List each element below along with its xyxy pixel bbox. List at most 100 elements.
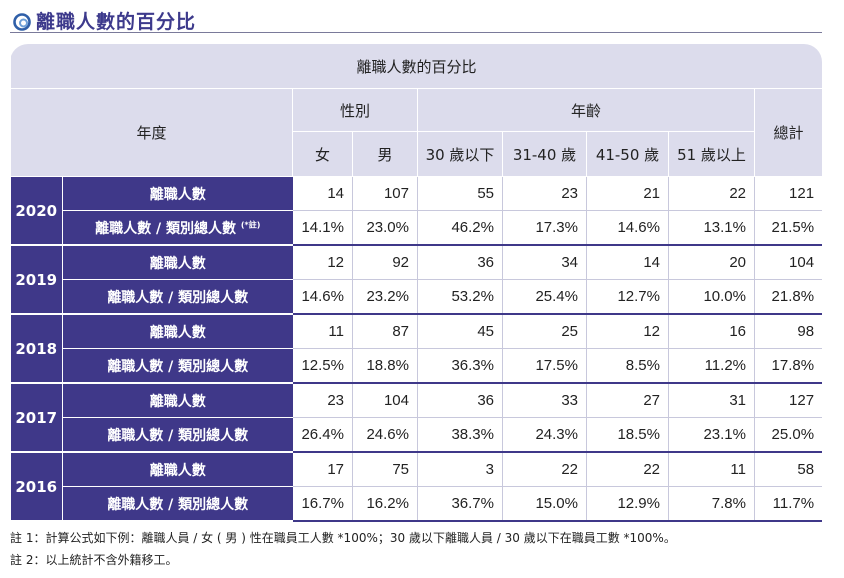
year-cell: 2019 <box>10 245 63 315</box>
page-title: 離職人數的百分比 <box>36 11 197 33</box>
count-cell: 3 <box>417 452 503 487</box>
header-gender: 性別 <box>292 88 418 132</box>
count-cell: 22 <box>668 176 755 211</box>
count-cell: 45 <box>417 314 503 349</box>
count-cell: 33 <box>502 383 587 418</box>
count-cell: 92 <box>352 245 418 280</box>
ratio-cell: 12.9% <box>586 486 669 522</box>
ratio-cell: 24.6% <box>352 417 418 453</box>
count-cell: 17 <box>292 452 353 487</box>
count-cell: 34 <box>502 245 587 280</box>
count-cell: 12 <box>586 314 669 349</box>
header-age: 年齡 <box>417 88 755 132</box>
count-cell: 14 <box>292 176 353 211</box>
ratio-cell: 17.8% <box>754 348 822 384</box>
row-label-ratio: 離職人數 / 類別總人數 <box>62 486 293 522</box>
ratio-cell: 16.7% <box>292 486 353 522</box>
footnotes: 註 1：計算公式如下例：離職人員 / 女 ( 男 ) 性在職員工人數 *100%… <box>10 527 676 571</box>
year-cell: 2017 <box>10 383 63 453</box>
row-label-ratio: 離職人數 / 類別總人數 <box>62 348 293 384</box>
ratio-cell: 10.0% <box>668 279 755 315</box>
table-row: 2017 離職人數 23 104 36 33 27 31 127 <box>10 383 822 453</box>
count-cell: 31 <box>668 383 755 418</box>
table-row: 離職人數 / 類別總人數 16.7% 16.2% 36.7% 15.0% 12.9% 7.8… <box>11 486 822 522</box>
table-caption: 離職人數的百分比 <box>10 44 822 89</box>
ratio-cell: 17.3% <box>502 210 587 246</box>
count-cell: 27 <box>586 383 669 418</box>
count-cell: 127 <box>754 383 822 418</box>
table-row: 2019 離職人數 12 92 36 34 14 20 104 <box>10 245 822 315</box>
row-label-ratio: 離職人數 / 類別總人數 <box>62 417 293 453</box>
table-row: 離職人數 / 類別總人數 26.4% 24.6% 38.3% 24.3% 18.5% 23.… <box>11 417 822 453</box>
section-heading: 離職人數的百分比 <box>10 4 822 33</box>
ratio-cell: 23.0% <box>352 210 418 246</box>
footnote-2: 註 2：以上統計不含外籍移工。 <box>10 553 178 567</box>
count-cell: 16 <box>668 314 755 349</box>
row-label-count: 離職人數 <box>62 383 293 418</box>
year-cell: 2020 <box>10 176 63 246</box>
ratio-cell: 12.5% <box>292 348 353 384</box>
ratio-cell: 14.6% <box>586 210 669 246</box>
ratio-cell: 53.2% <box>417 279 503 315</box>
count-cell: 21 <box>586 176 669 211</box>
header-age-31-40: 31-40 歲 <box>502 131 587 177</box>
footnote-marker: (*註) <box>240 219 261 229</box>
table-row: 離職人數 / 類別總人數 (*註) 14.1% 23.0% 46.2% 17.3% 14.… <box>11 210 822 246</box>
ratio-cell: 11.7% <box>754 486 822 522</box>
year-cell: 2016 <box>10 452 63 522</box>
table-row: 2016 離職人數 17 75 3 22 22 11 58 <box>10 452 822 522</box>
count-cell: 25 <box>502 314 587 349</box>
row-label-ratio-text: 離職人數 / 類別總人數 <box>107 358 249 375</box>
ratio-cell: 15.0% <box>502 486 587 522</box>
ratio-cell: 38.3% <box>417 417 503 453</box>
count-cell: 58 <box>754 452 822 487</box>
table-row: 2020 離職人數 14 107 55 23 21 22 121 <box>10 176 822 246</box>
row-label-count: 離職人數 <box>62 176 293 211</box>
table-row: 離職人數 / 類別總人數 14.6% 23.2% 53.2% 25.4% 12.7% 10.… <box>11 279 822 315</box>
count-cell: 22 <box>586 452 669 487</box>
header-age-under-30: 30 歲以下 <box>417 131 503 177</box>
header-male: 男 <box>352 131 418 177</box>
count-cell: 98 <box>754 314 822 349</box>
row-label-ratio-text: 離職人數 / 類別總人數 <box>107 289 249 306</box>
count-cell: 36 <box>417 383 503 418</box>
ratio-cell: 36.3% <box>417 348 503 384</box>
row-label-ratio-text: 離職人數 / 類別總人數 <box>107 496 249 513</box>
ratio-cell: 16.2% <box>352 486 418 522</box>
ratio-cell: 14.1% <box>292 210 353 246</box>
ratio-cell: 13.1% <box>668 210 755 246</box>
header-age-over-51: 51 歲以上 <box>668 131 755 177</box>
count-cell: 107 <box>352 176 418 211</box>
count-cell: 55 <box>417 176 503 211</box>
ratio-cell: 23.1% <box>668 417 755 453</box>
header-year: 年度 <box>10 88 293 177</box>
row-label-ratio: 離職人數 / 類別總人數 (*註) <box>62 210 293 246</box>
row-label-count: 離職人數 <box>62 245 293 280</box>
count-cell: 104 <box>754 245 822 280</box>
count-cell: 121 <box>754 176 822 211</box>
ring-logo-icon <box>13 13 31 31</box>
ratio-cell: 25.0% <box>754 417 822 453</box>
table-row: 離職人數 / 類別總人數 12.5% 18.8% 36.3% 17.5% 8.5% 11.2… <box>11 348 822 384</box>
turnover-table-container: 離職人數的百分比 年度 性別 年齡 總計 女 男 30 歲以下 31-40 歲 … <box>10 44 822 522</box>
footnote-1: 註 1：計算公式如下例：離職人員 / 女 ( 男 ) 性在職員工人數 *100%… <box>10 531 676 545</box>
count-cell: 36 <box>417 245 503 280</box>
ratio-cell: 18.5% <box>586 417 669 453</box>
ratio-cell: 26.4% <box>292 417 353 453</box>
count-cell: 12 <box>292 245 353 280</box>
ratio-cell: 17.5% <box>502 348 587 384</box>
ratio-cell: 23.2% <box>352 279 418 315</box>
row-label-ratio: 離職人數 / 類別總人數 <box>62 279 293 315</box>
count-cell: 23 <box>292 383 353 418</box>
ratio-cell: 24.3% <box>502 417 587 453</box>
count-cell: 23 <box>502 176 587 211</box>
count-cell: 11 <box>668 452 755 487</box>
turnover-table: 離職人數的百分比 年度 性別 年齡 總計 女 男 30 歲以下 31-40 歲 … <box>10 44 822 522</box>
header-total: 總計 <box>753 88 822 177</box>
ratio-cell: 11.2% <box>668 348 755 384</box>
count-cell: 22 <box>502 452 587 487</box>
count-cell: 87 <box>352 314 418 349</box>
year-cell: 2018 <box>10 314 63 384</box>
header-female: 女 <box>292 131 353 177</box>
ratio-cell: 8.5% <box>586 348 669 384</box>
